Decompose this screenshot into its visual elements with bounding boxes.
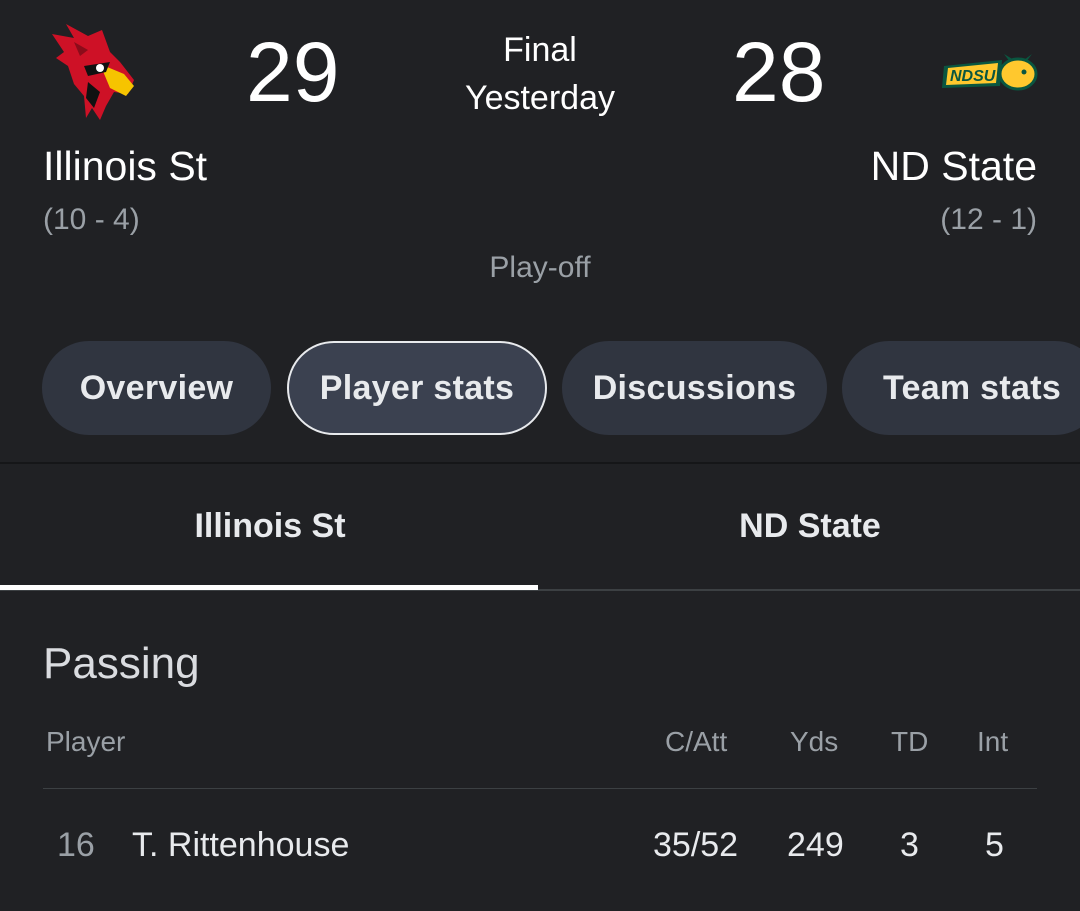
team-tab-illinois-st[interactable]: Illinois St — [194, 507, 346, 545]
stat-int: 5 — [985, 826, 1004, 864]
player-number: 16 — [57, 826, 95, 864]
home-team-name[interactable]: Illinois St — [43, 143, 208, 189]
column-header-player: Player — [46, 726, 126, 757]
away-score: 28 — [732, 25, 826, 119]
stat-td: 3 — [900, 826, 919, 864]
column-header-int: Int — [977, 726, 1009, 757]
game-type-label: Play-off — [489, 251, 591, 284]
tab-team-stats[interactable]: Team stats — [842, 341, 1080, 435]
game-status: Final — [503, 31, 577, 69]
tab-overview[interactable]: Overview — [42, 341, 271, 435]
section-title-passing: Passing — [43, 639, 200, 688]
stat-c-att: 35/52 — [653, 826, 739, 864]
nd-state-logo[interactable]: NDSU — [940, 48, 1040, 98]
home-score: 29 — [246, 25, 340, 119]
column-header-td: TD — [891, 726, 929, 757]
away-team-name[interactable]: ND State — [870, 143, 1037, 189]
player-name[interactable]: T. Rittenhouse — [132, 826, 350, 864]
column-header-yds: Yds — [790, 726, 839, 757]
away-team-record: (12 - 1) — [940, 203, 1037, 236]
tab-player-stats[interactable]: Player stats — [287, 341, 547, 435]
section-divider — [0, 462, 1080, 464]
stat-yds: 249 — [787, 826, 844, 864]
team-tab-nd-state[interactable]: ND State — [739, 507, 881, 545]
game-date: Yesterday — [465, 79, 615, 117]
column-header-c-att: C/Att — [665, 726, 728, 757]
table-header-divider — [43, 788, 1037, 789]
tab-underline-track — [0, 589, 1080, 591]
home-team-record: (10 - 4) — [43, 203, 140, 236]
tab-discussions[interactable]: Discussions — [562, 341, 827, 435]
svg-text:NDSU: NDSU — [950, 68, 996, 85]
illinois-st-logo[interactable] — [44, 22, 136, 122]
ndsu-bison-logo-icon: NDSU — [942, 54, 1038, 91]
tab-selected-indicator — [0, 585, 538, 590]
redbird-logo-icon — [52, 24, 134, 120]
